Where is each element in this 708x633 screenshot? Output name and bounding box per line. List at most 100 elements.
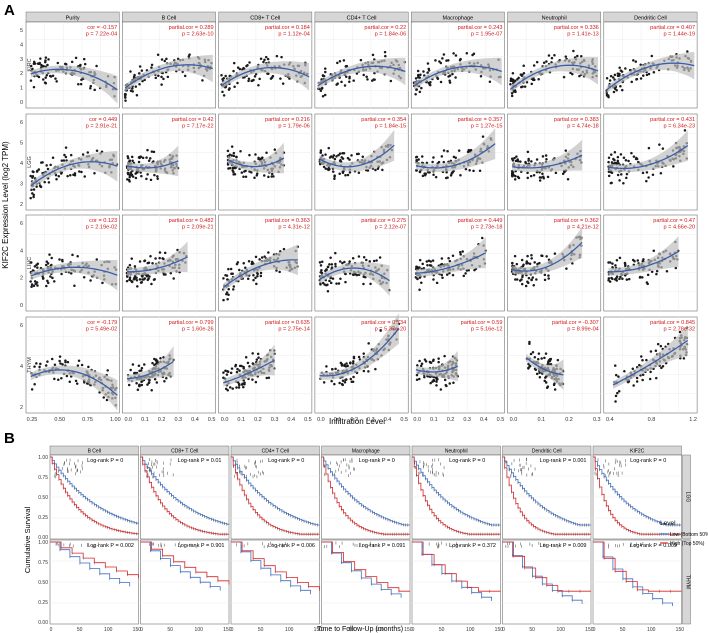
scatter-point (543, 356, 546, 360)
scatter-point (327, 168, 330, 172)
scatter-point (374, 168, 377, 172)
scatter-point (343, 381, 347, 384)
x-tick-label: 150 (133, 627, 142, 633)
confidence-band (415, 237, 486, 278)
scatter-point (154, 76, 158, 80)
confidence-band (30, 65, 118, 104)
scatter-point (44, 59, 47, 62)
x-tick-label: 50 (167, 627, 173, 633)
fit-line (126, 360, 174, 380)
survival-y-axis-label: Cumulative Survival (23, 507, 32, 574)
scatter-point (613, 158, 616, 162)
scatter-point (153, 377, 157, 381)
y-tick-label: 0.50 (38, 580, 48, 586)
scatter-point (244, 355, 248, 359)
scatter-point (627, 277, 631, 281)
scatter-point (333, 177, 336, 181)
fit-line (415, 365, 459, 373)
scatter-point (339, 158, 342, 162)
scatter-point (674, 266, 678, 270)
scatter-point (361, 155, 365, 158)
stat-cor: partial.cor = 0.431 (650, 117, 695, 123)
stat-p: p = 2.73e-18 (471, 225, 503, 231)
x-tick-label: 150 (223, 627, 232, 633)
scatter-point (227, 293, 230, 297)
scatter-point (527, 276, 531, 280)
x-tick-label: 0.2 (254, 417, 262, 423)
stat-cor: partial.cor = 0.184 (265, 25, 310, 31)
scatter-point (135, 381, 138, 385)
scatter-point (106, 369, 109, 372)
scatter-point (334, 265, 337, 268)
scatter-point (156, 53, 160, 57)
scatter-point (372, 259, 376, 263)
survival-curve (593, 541, 682, 592)
row-strip (682, 454, 691, 540)
scatter-point (163, 379, 166, 383)
scatter-point (539, 176, 543, 179)
scatter-point (534, 368, 538, 371)
stat-p: p = 2.75e-14 (278, 327, 310, 333)
stat-cor: cor = -0.157 (87, 25, 117, 31)
scatter-point (645, 179, 648, 183)
scatter-point (351, 380, 355, 383)
scatter-point (638, 363, 641, 367)
scatter-point (156, 175, 159, 178)
scatter-point (616, 159, 620, 163)
logrank-label: Log-rank P = 0 (87, 458, 123, 464)
scatter-point (40, 161, 43, 164)
y-tick-label: 2 (20, 202, 23, 208)
scatter-point (619, 275, 622, 279)
scatter-point (344, 65, 348, 68)
y-tick-label: 6 (20, 221, 23, 227)
scatter-point (51, 276, 54, 280)
scatter-point (447, 75, 450, 78)
scatter-point (60, 272, 63, 276)
scatter-point (613, 151, 617, 154)
scatter-point (30, 285, 33, 289)
scatter-point (622, 156, 626, 159)
scatter-point (95, 149, 99, 152)
stat-p: p = 1.44e-19 (664, 32, 696, 38)
fit-line (30, 68, 118, 91)
scatter-point (172, 277, 175, 280)
scatter-point (543, 278, 547, 282)
stat-p: p = 2.63e-10 (182, 32, 214, 38)
stat-cor: partial.cor = 0.449 (458, 218, 503, 224)
scatter-point (38, 184, 42, 187)
scatter-point (130, 280, 134, 284)
scatter-point (526, 254, 529, 258)
y-tick-label: 4 (20, 364, 23, 370)
scatter-point (163, 59, 167, 63)
scatter-point (31, 175, 35, 178)
scatter-point (623, 369, 626, 373)
scatter-point (355, 152, 359, 156)
scatter-point (226, 297, 229, 301)
scatter-point (229, 371, 233, 375)
scatter-point (33, 280, 37, 283)
scatter-y-axis-label: KIF2C Expression Level (log2 TPM) (1, 141, 10, 269)
scatter-point (36, 262, 40, 265)
scatter-point (464, 167, 468, 171)
scatter-point (641, 378, 644, 382)
scatter-point (365, 75, 368, 79)
scatter-point (533, 261, 536, 264)
confidence-band (414, 57, 502, 90)
scatter-point (29, 64, 33, 68)
scatter-point (133, 73, 136, 77)
scatter-point (345, 362, 348, 365)
scatter-point (152, 278, 156, 282)
scatter-point (451, 273, 455, 277)
scatter-point (645, 171, 649, 174)
scatter-point (275, 54, 279, 58)
scatter-point (250, 79, 253, 83)
x-tick-label: 0.2 (158, 417, 166, 423)
scatter-point (352, 79, 355, 82)
scatter-point (330, 263, 334, 266)
scatter-point (660, 366, 663, 370)
survival-curve (321, 456, 410, 535)
scatter-point (78, 64, 82, 68)
scatter-point (32, 188, 36, 191)
scatter-point (124, 96, 127, 99)
scatter-point (618, 277, 621, 281)
